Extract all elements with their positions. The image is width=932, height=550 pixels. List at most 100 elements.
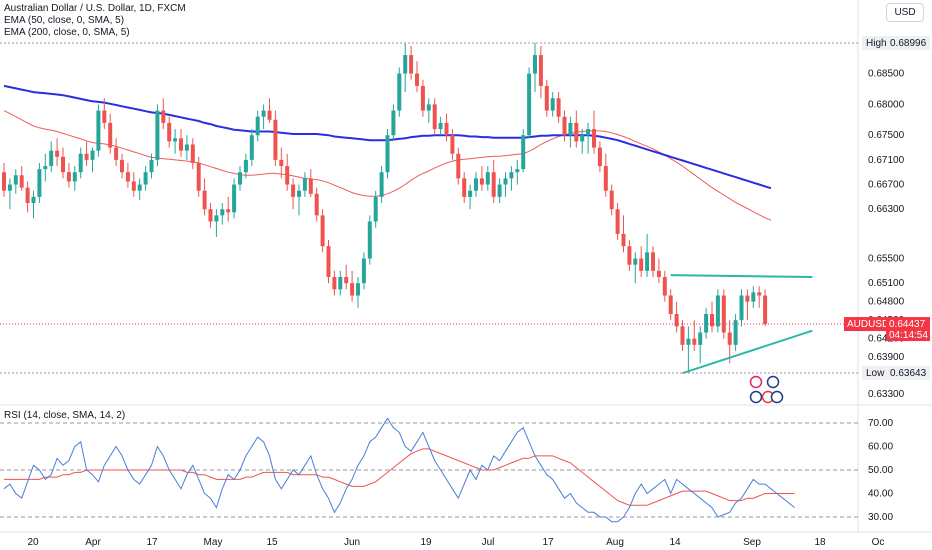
candle-body <box>721 295 726 333</box>
candle <box>479 166 484 191</box>
candle <box>2 162 6 197</box>
candle <box>208 203 213 228</box>
candle-body <box>745 295 750 302</box>
candle-body <box>533 55 537 74</box>
candle-body <box>485 172 490 185</box>
candle <box>249 129 254 167</box>
candle-body <box>344 277 349 284</box>
candle <box>114 138 119 167</box>
candle-body <box>220 209 225 216</box>
candle <box>196 156 201 197</box>
candle-body <box>320 215 325 247</box>
candle <box>379 166 384 204</box>
rsi-line <box>3 417 795 523</box>
candle <box>7 178 12 210</box>
candle <box>179 129 183 157</box>
candle-body <box>55 150 60 157</box>
candle-body <box>580 135 585 142</box>
candle <box>621 215 626 253</box>
candle <box>344 264 349 290</box>
price-tick-label: 0.65100 <box>868 278 905 289</box>
candle <box>627 240 632 271</box>
candle-body <box>19 175 24 188</box>
support-trendline <box>682 329 813 375</box>
candle <box>397 67 402 117</box>
candle <box>161 98 166 130</box>
time-tick-label: 20 <box>27 537 39 548</box>
candle <box>155 104 160 167</box>
candle-body <box>261 110 266 117</box>
candle-body <box>31 196 36 204</box>
candle <box>739 289 744 327</box>
candle-body <box>662 277 667 296</box>
price-markers: High 0.68996 Low 0.63643 AUDUSD 0.6443704:14:… <box>0 36 930 380</box>
candle <box>214 209 219 237</box>
candle-body <box>167 122 172 142</box>
event-flag-icon <box>749 375 763 389</box>
price-tick-label: 0.68500 <box>868 69 905 80</box>
candle-body <box>78 153 83 173</box>
candle-body <box>361 258 366 284</box>
candle-body <box>556 98 561 117</box>
candle <box>291 178 296 210</box>
candle <box>757 286 762 308</box>
candle <box>710 301 714 333</box>
candle <box>668 289 673 321</box>
candle-body <box>149 159 154 173</box>
candle <box>90 147 95 173</box>
candle-body <box>432 104 437 130</box>
candle-body <box>426 104 431 111</box>
candle-body <box>586 129 591 136</box>
symbol-title: Australian Dollar / U.S. Dollar, 1D, FXC… <box>4 3 186 14</box>
candle-body <box>733 320 738 345</box>
candle-body <box>385 135 390 173</box>
candle-body <box>108 122 113 148</box>
candle <box>420 79 425 117</box>
candle <box>444 113 449 142</box>
event-icons <box>749 375 784 404</box>
ema200-legend[interactable]: EMA (200, close, 0, SMA, 5) <box>4 27 130 38</box>
candle-body <box>267 110 272 120</box>
candle-body <box>503 178 508 185</box>
candle-body <box>420 85 425 111</box>
resistance-trendline <box>670 274 813 279</box>
ema50-legend[interactable]: EMA (50, close, 0, SMA, 5) <box>4 15 125 26</box>
candle-body <box>208 209 213 222</box>
candle <box>13 169 18 194</box>
candle-body <box>243 159 248 173</box>
candle-body <box>84 153 89 160</box>
currency-button[interactable]: USD <box>886 3 924 22</box>
candle <box>692 320 697 351</box>
candle-body <box>444 122 449 136</box>
candle-body <box>692 338 697 345</box>
rsi-legend[interactable]: RSI (14, close, SMA, 14, 2) <box>4 410 126 421</box>
rsi-tick-label: 50.00 <box>868 465 893 476</box>
candle <box>438 116 443 136</box>
candle <box>66 162 71 188</box>
candle-body <box>273 119 278 160</box>
candle-body <box>409 55 414 74</box>
price-tick-label: 0.63300 <box>868 389 905 400</box>
candle <box>733 314 738 351</box>
candle-body <box>338 277 343 290</box>
time-tick-label: Jun <box>344 537 360 548</box>
candle-body <box>356 283 360 296</box>
candle-body <box>739 295 744 321</box>
time-tick-label: 14 <box>669 537 681 548</box>
candle-body <box>456 153 461 179</box>
trendlines <box>670 274 813 375</box>
candle-body <box>538 55 543 86</box>
price-tick-label: 0.68000 <box>868 99 905 110</box>
candle-body <box>527 73 532 136</box>
time-tick-label: 17 <box>146 537 158 548</box>
candle-body <box>656 270 661 278</box>
candle-body <box>521 135 526 170</box>
low-value-bg <box>862 366 930 380</box>
candle <box>656 258 661 284</box>
candle <box>580 129 585 154</box>
candle <box>633 252 638 284</box>
bar-countdown: 04:14:54 <box>889 330 928 341</box>
candle-body <box>391 110 396 136</box>
candle <box>639 246 644 278</box>
